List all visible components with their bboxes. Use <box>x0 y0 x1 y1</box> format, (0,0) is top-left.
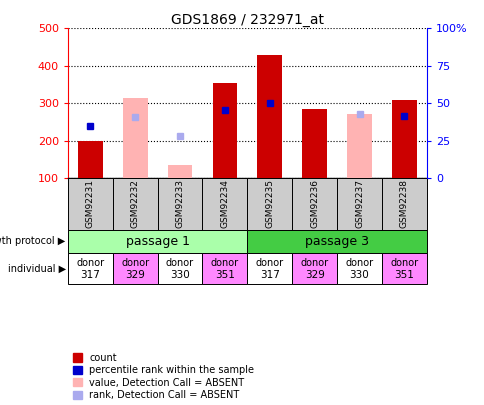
Bar <box>68 230 247 253</box>
Text: 329: 329 <box>125 270 145 280</box>
Bar <box>78 141 103 178</box>
Title: GDS1869 / 232971_at: GDS1869 / 232971_at <box>170 13 323 27</box>
Text: donor: donor <box>390 258 418 268</box>
Bar <box>157 253 202 284</box>
Bar <box>157 178 202 230</box>
Text: donor: donor <box>255 258 283 268</box>
Bar <box>212 83 237 178</box>
Text: 351: 351 <box>214 270 234 280</box>
Bar <box>167 165 192 178</box>
Text: donor: donor <box>121 258 149 268</box>
Text: 351: 351 <box>393 270 413 280</box>
Bar <box>112 253 157 284</box>
Text: passage 3: passage 3 <box>304 235 368 248</box>
Text: GSM92232: GSM92232 <box>130 179 139 228</box>
Bar <box>291 253 336 284</box>
Bar <box>247 178 291 230</box>
Bar <box>391 100 416 178</box>
Bar <box>247 230 426 253</box>
Text: 330: 330 <box>170 270 190 280</box>
Text: donor: donor <box>211 258 239 268</box>
Text: GSM92233: GSM92233 <box>175 179 184 228</box>
Bar <box>381 253 426 284</box>
Text: GSM92231: GSM92231 <box>86 179 95 228</box>
Text: growth protocol ▶: growth protocol ▶ <box>0 237 65 246</box>
Bar <box>302 109 326 178</box>
Text: individual ▶: individual ▶ <box>8 263 65 273</box>
Bar <box>291 178 336 230</box>
Legend: count, percentile rank within the sample, value, Detection Call = ABSENT, rank, : count, percentile rank within the sample… <box>73 353 254 400</box>
Bar <box>202 178 247 230</box>
Bar <box>381 178 426 230</box>
Text: 317: 317 <box>259 270 279 280</box>
Bar <box>112 178 157 230</box>
Bar <box>247 253 291 284</box>
Bar <box>336 178 381 230</box>
Text: 329: 329 <box>304 270 324 280</box>
Text: 330: 330 <box>349 270 369 280</box>
Bar <box>202 253 247 284</box>
Text: GSM92237: GSM92237 <box>354 179 363 228</box>
Bar <box>347 115 371 178</box>
Text: GSM92235: GSM92235 <box>265 179 274 228</box>
Bar <box>122 98 147 178</box>
Bar <box>257 55 282 178</box>
Text: GSM92234: GSM92234 <box>220 179 229 228</box>
Text: donor: donor <box>300 258 328 268</box>
Text: donor: donor <box>345 258 373 268</box>
Text: GSM92236: GSM92236 <box>309 179 318 228</box>
Bar <box>68 178 112 230</box>
Bar <box>68 253 112 284</box>
Text: donor: donor <box>166 258 194 268</box>
Text: donor: donor <box>76 258 104 268</box>
Bar <box>336 253 381 284</box>
Text: GSM92238: GSM92238 <box>399 179 408 228</box>
Text: 317: 317 <box>80 270 100 280</box>
Text: passage 1: passage 1 <box>125 235 189 248</box>
